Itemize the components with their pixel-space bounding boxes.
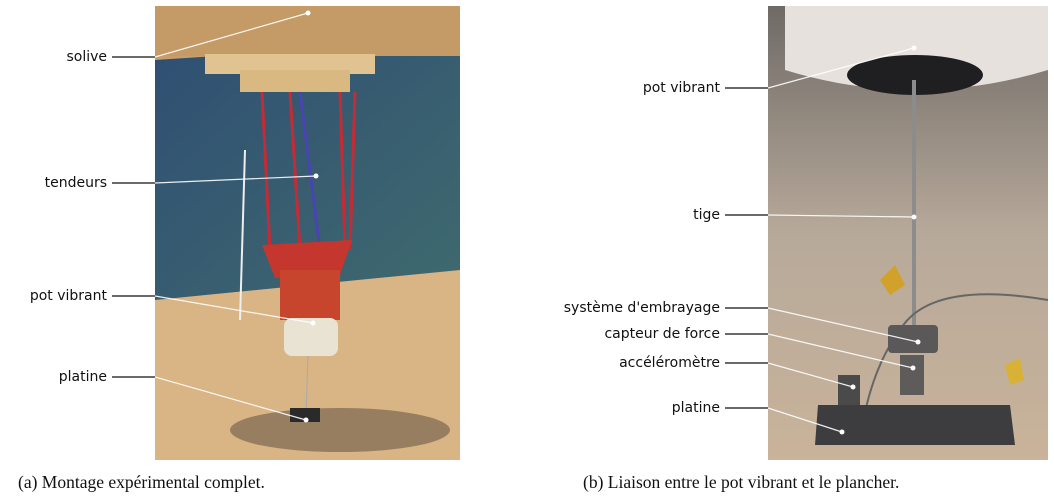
label: platine — [672, 400, 720, 416]
label: tige — [693, 207, 720, 223]
label: capteur de force — [604, 326, 720, 342]
pointer-line — [767, 307, 919, 343]
pointer-dot — [911, 45, 917, 51]
pointer-dot — [850, 384, 856, 390]
caption: (a) Montage expérimental complet. — [18, 472, 265, 492]
pointer-line — [154, 175, 317, 184]
pointer-dot — [915, 339, 921, 345]
label: accéléromètre — [619, 355, 720, 371]
label: tendeurs — [45, 175, 107, 191]
pointer-line — [767, 362, 854, 388]
photo-b — [768, 6, 1049, 460]
label: platine — [59, 369, 107, 385]
pointer-line — [767, 407, 843, 433]
pointer-dot — [839, 429, 845, 435]
pointer-line — [767, 333, 914, 369]
pointer-dot — [911, 214, 917, 220]
pointer-dot — [305, 10, 311, 16]
pointer-line — [767, 214, 915, 218]
pointer-line — [154, 295, 314, 324]
label: système d'embrayage — [564, 300, 720, 316]
label: pot vibrant — [30, 288, 108, 304]
pointer-dot — [910, 365, 916, 371]
pointer-line — [154, 376, 307, 421]
label: solive — [66, 49, 107, 65]
caption: (b) Liaison entre le pot vibrant et le p… — [583, 472, 899, 492]
label: pot vibrant — [643, 80, 721, 96]
pointer-dot — [313, 173, 319, 179]
photo-a — [155, 6, 460, 460]
pointer-line — [767, 47, 915, 89]
pointer-dot — [303, 417, 309, 423]
pointer-dot — [310, 320, 316, 326]
pointer-line — [154, 12, 309, 58]
